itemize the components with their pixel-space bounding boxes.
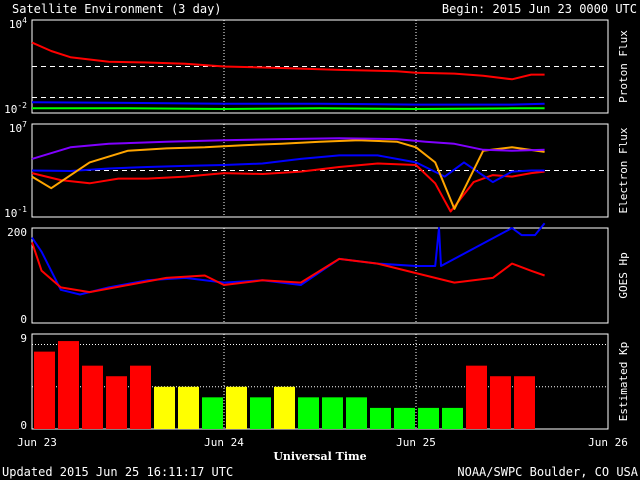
kp-bar xyxy=(82,365,103,429)
goes-panel-label: GOES Hp xyxy=(617,252,630,298)
proton-series-blue xyxy=(31,101,545,106)
kp-bar xyxy=(514,376,535,429)
kp-bar xyxy=(130,365,151,429)
x-tick-jun-25: Jun 25 xyxy=(396,436,436,449)
x-tick-jun-23: Jun 23 xyxy=(17,436,57,449)
electron-panel-label: Electron Flux xyxy=(617,127,630,213)
proton-ytick-bottom: 10-2 xyxy=(4,101,27,116)
kp-bar xyxy=(394,407,415,429)
x-tick-jun-24: Jun 24 xyxy=(204,436,244,449)
proton-series-green xyxy=(32,107,545,110)
kp-bar xyxy=(34,351,55,429)
proton-series-red xyxy=(31,41,545,81)
x-tick-jun-26: Jun 26 xyxy=(588,436,628,449)
kp-bar xyxy=(322,397,343,429)
goes-ytick-top: 200 xyxy=(7,226,27,239)
electron-series-red xyxy=(31,162,545,213)
goes-series-blue xyxy=(31,222,546,296)
goes-panel-frame xyxy=(31,227,609,324)
electron-series-purple xyxy=(31,137,545,160)
goes-series-red xyxy=(31,241,545,294)
kp-bar xyxy=(274,386,295,429)
plot-title: Satellite Environment (3 day) xyxy=(12,2,222,16)
kp-bar xyxy=(106,376,127,429)
kp-bar xyxy=(202,397,223,429)
goes-ytick-bottom: 0 xyxy=(20,313,27,326)
kp-bar xyxy=(466,365,487,429)
kp-ytick-bottom: 0 xyxy=(20,419,27,432)
kp-bar xyxy=(442,407,463,429)
kp-bar xyxy=(370,407,391,429)
kp-bar xyxy=(490,376,511,429)
kp-panel-label: Estimated Kp xyxy=(617,342,630,421)
electron-series-blue xyxy=(31,154,545,184)
kp-bar xyxy=(226,386,247,429)
updated-time: Updated 2015 Jun 25 16:11:17 UTC xyxy=(2,465,233,479)
x-axis-title: Universal Time xyxy=(273,450,366,463)
kp-ytick-top: 9 xyxy=(20,332,27,345)
electron-ytick-top: 107 xyxy=(9,120,27,135)
kp-bar xyxy=(154,386,175,429)
kp-bar xyxy=(250,397,271,429)
electron-series-orange xyxy=(31,139,545,210)
kp-bar xyxy=(298,397,319,429)
kp-bar xyxy=(178,386,199,429)
source-credit: NOAA/SWPC Boulder, CO USA xyxy=(457,465,638,479)
proton-ytick-top: 104 xyxy=(9,16,27,31)
kp-bar xyxy=(418,407,439,429)
proton-panel-label: Proton Flux xyxy=(617,30,630,103)
electron-ytick-bottom: 10-1 xyxy=(4,205,27,220)
begin-time: Begin: 2015 Jun 23 0000 UTC xyxy=(442,2,637,16)
kp-bar xyxy=(58,341,79,429)
kp-panel-frame xyxy=(31,333,609,430)
kp-bar xyxy=(346,397,367,429)
